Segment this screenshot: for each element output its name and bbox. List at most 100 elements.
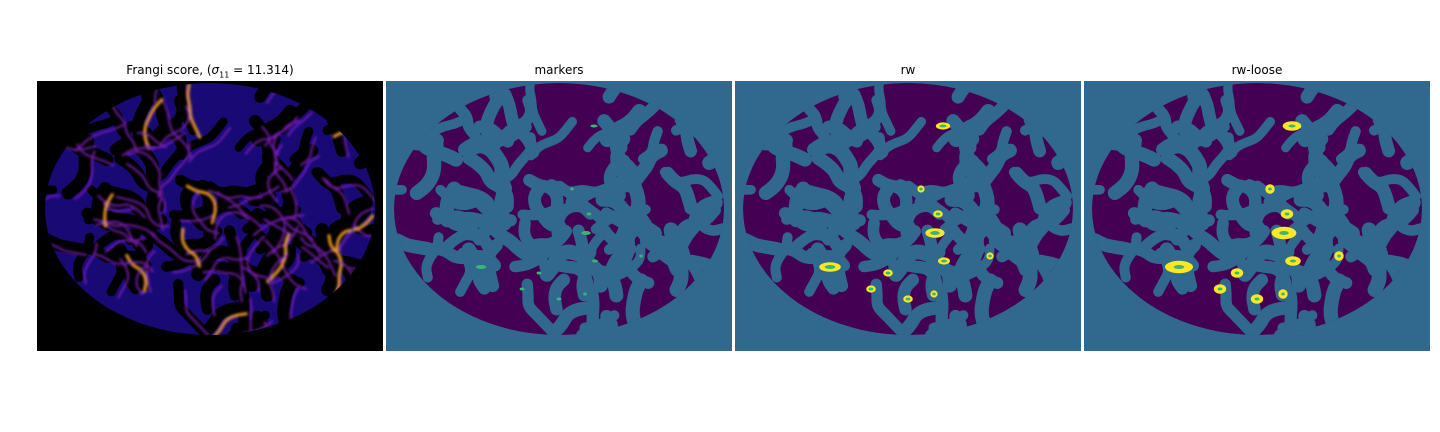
frangi-ridge [264,239,308,290]
frangi-ridge [264,116,299,147]
segmentation-gap [1092,213,1133,256]
marker-region [919,187,923,191]
frangi-ridge [267,166,283,203]
segmentation-gap [867,217,897,266]
segmentation-gap [1110,131,1162,167]
segmentation-gap [1372,195,1421,251]
segmentation-gap [1298,207,1340,236]
segmentation-gap [1284,286,1298,332]
marker-region [824,265,836,269]
segmentation-gap [789,208,854,239]
segmentation-gap [472,254,493,295]
segmentation-gap [394,184,407,232]
frangi-gap [174,174,214,223]
segmentation-gap [586,286,600,332]
frangi-ridge [280,155,320,194]
frangi-ridge [62,145,97,151]
segmentation-texture [743,83,1073,335]
frangi-ridge [92,253,154,273]
segmentation-gap [1237,244,1295,282]
segmentation-gap [526,117,577,161]
segmentation-gap [1221,173,1262,223]
segmentation-gap [608,243,646,283]
segmentation-gap [1335,126,1361,165]
segmentation-gap [412,131,464,167]
frangi-ridge [211,312,248,335]
frangi-ridge [103,202,135,213]
segmentation-gap [1226,181,1265,234]
frangi-ridge [94,220,138,247]
segmentation-gap [944,192,983,254]
frangi-ridge [214,211,250,241]
segmentation-gap [897,301,944,335]
frangi-ridge [246,235,274,280]
frangi-ridge [249,297,253,333]
frangi-ridge [83,242,98,285]
segmentation-gap [801,184,866,227]
frangi-ridge [143,98,164,151]
segmentation-gap [1333,224,1383,277]
segmentation-gap [600,207,642,236]
marker-region [932,292,936,296]
segmentation-gap [394,213,435,256]
segmentation-gap [1111,114,1169,150]
frangi-ridge [191,192,220,235]
frangi-ridge [145,250,156,293]
segmentation-gap [1246,301,1293,335]
segmentation-gap [845,94,886,147]
frangi-ridge [185,236,225,256]
segmentation-gap [761,131,813,167]
frangi-gap [179,181,218,233]
marker-region [1234,271,1240,275]
frangi-gap [326,114,348,157]
frangi-gap [276,101,310,135]
segmentation-gap [462,151,514,214]
frangi-gap [64,114,121,150]
marker-region [1290,259,1296,263]
frangi-ridge [268,253,289,303]
frangi-ridge [73,150,96,200]
frangi-ridge [263,218,295,237]
segmentation-gap [635,224,685,277]
segmentation-gap [1023,195,1072,251]
frangi-ridge [117,257,130,299]
markers-svg [386,81,732,351]
segmentation-gap [1216,217,1246,266]
frangi-ridge [273,161,289,193]
frangi-ridge [244,120,300,155]
frangi-ridge [227,185,280,209]
rw-image [735,81,1081,351]
segmentation-gap [609,119,628,175]
marker-region [639,254,643,258]
frangi-gap [326,195,373,250]
frangi-ridge [179,214,214,223]
segmentation-gap [528,181,567,234]
segmentation-gap [1150,184,1215,227]
segmentation-gap [1119,232,1142,283]
marker-region [583,292,587,296]
frangi-ridge [335,214,375,252]
marker-region [1217,287,1223,291]
segmentation-gap [1171,120,1212,148]
marker-region [536,271,542,275]
marker-region [939,124,947,128]
segmentation-gap [523,173,564,223]
segmentation-gap [1307,119,1326,175]
segmentation-gap [659,167,724,202]
frangi-ridge [153,83,171,104]
segmentation-gap [1274,253,1306,293]
segmentation-gap [624,100,660,136]
marker-region [1288,124,1296,128]
frangi-ridge [93,218,148,254]
segmentation-gap [548,301,595,335]
rw-loose-svg [1084,81,1430,351]
segmentation-gap [958,119,977,175]
segmentation-gap [811,151,863,214]
segmentation-gap [595,192,634,254]
frangi-gap [147,95,187,146]
marker-region [556,297,562,301]
frangi-ridge [310,249,342,264]
segmentation-gap [1224,117,1275,161]
marker-region [1254,297,1260,301]
frangi-ridge [144,132,186,149]
